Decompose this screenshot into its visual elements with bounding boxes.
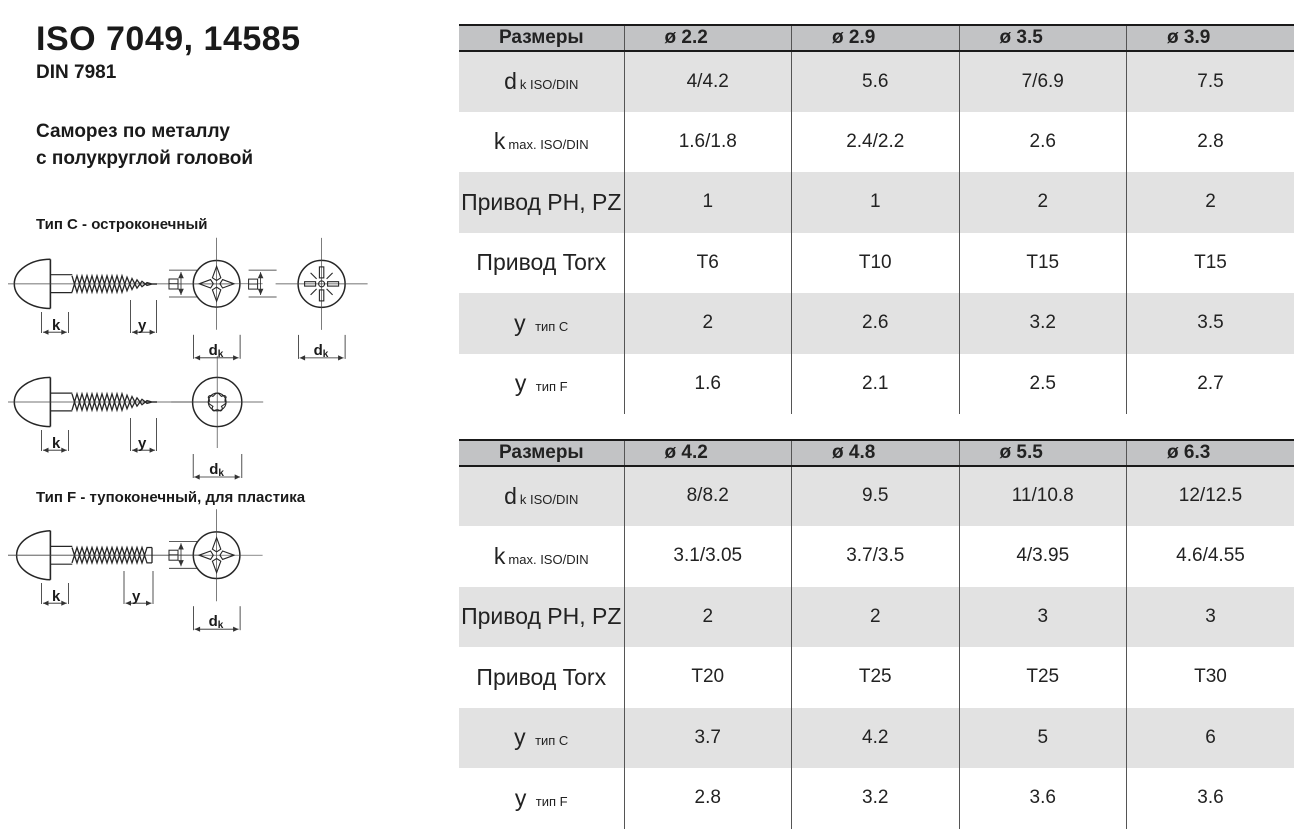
svg-text:y: y (132, 588, 141, 605)
svg-text:dk: dk (209, 613, 224, 631)
svg-text:dk: dk (209, 342, 224, 360)
svg-text:k: k (52, 588, 61, 605)
svg-text:dk: dk (209, 461, 224, 479)
svg-text:y: y (138, 317, 147, 334)
svg-text:k: k (52, 435, 61, 452)
svg-text:k: k (52, 317, 61, 334)
svg-text:dk: dk (314, 342, 329, 360)
svg-text:y: y (138, 435, 147, 452)
